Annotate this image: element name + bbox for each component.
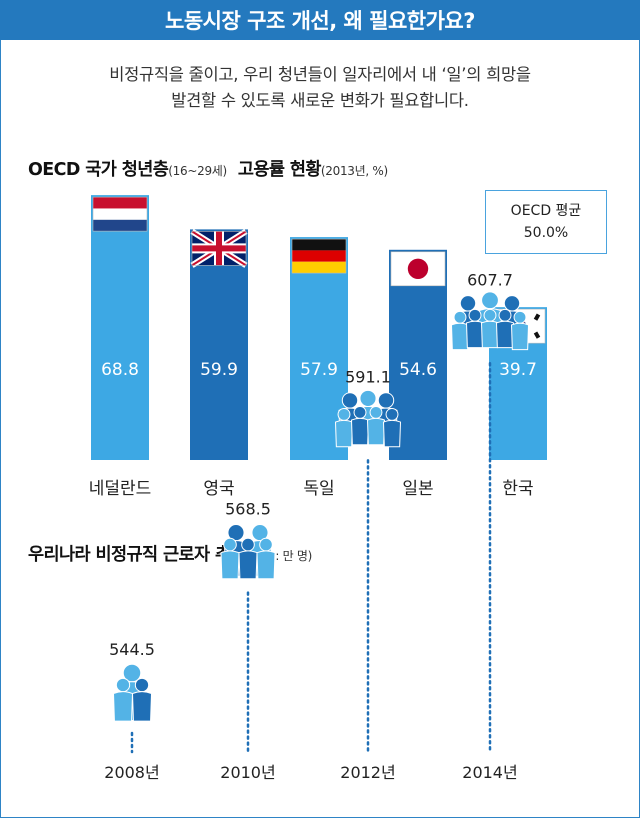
oecd-average-value: 50.0% bbox=[523, 225, 569, 241]
trend-year-label-1: 2008년 bbox=[104, 763, 159, 782]
oecd-average-box: OECD 평균 50.0% bbox=[485, 190, 607, 254]
bar-value-label-4: 54.6 bbox=[399, 360, 437, 380]
people-icon-2 bbox=[220, 524, 276, 580]
trend-year-label-2: 2010년 bbox=[220, 763, 275, 782]
people-icon-3 bbox=[334, 389, 402, 448]
netherlands-flag-icon bbox=[92, 196, 148, 232]
uk-flag-icon bbox=[190, 228, 248, 268]
bar-category-label-4: 일본 bbox=[402, 479, 433, 499]
trend-value-label-3: 591.1 bbox=[345, 367, 391, 386]
trend-value-label-1: 544.5 bbox=[109, 640, 155, 659]
bar-value-label-3: 57.9 bbox=[300, 360, 338, 380]
bar-category-label-5: 한국 bbox=[502, 479, 533, 499]
intro-line-2: 발견할 수 있도록 새로운 변화가 필요합니다. bbox=[171, 91, 469, 110]
japan-flag-icon bbox=[390, 251, 446, 287]
chart1-title-sub: (16~29세) bbox=[168, 164, 227, 178]
chart2-title-main: 우리나라 비정규직 근로자 추이 bbox=[28, 545, 247, 565]
people-icon-1 bbox=[112, 663, 153, 722]
page-title: 노동시장 구조 개선, 왜 필요한가요? bbox=[0, 0, 640, 40]
chart1-title: OECD 국가 청년층(16~29세) 고용률 현황(2013년, %) bbox=[28, 156, 388, 181]
bar-1 bbox=[91, 195, 149, 460]
bar-category-label-3: 독일 bbox=[303, 479, 334, 499]
chart1-title2-sub: (2013년, %) bbox=[320, 164, 388, 178]
intro-text: 비정규직을 줄이고, 우리 청년들이 일자리에서 내 ‘일’의 희망을 발견할 … bbox=[40, 62, 600, 114]
chart1-title-main: OECD 국가 청년층 bbox=[28, 160, 169, 180]
oecd-average-label: OECD 평균 bbox=[510, 203, 582, 219]
trend-value-label-2: 568.5 bbox=[225, 500, 271, 519]
bar-category-label-2: 영국 bbox=[203, 479, 234, 499]
intro-line-1: 비정규직을 줄이고, 우리 청년들이 일자리에서 내 ‘일’의 희망을 bbox=[109, 65, 531, 84]
bar-value-label-5: 39.7 bbox=[499, 360, 537, 380]
bar-2 bbox=[190, 229, 248, 460]
germany-flag-icon bbox=[291, 238, 347, 274]
bar-category-label-1: 네덜란드 bbox=[89, 479, 152, 499]
chart1-title2-main: 고용률 현황 bbox=[237, 160, 322, 180]
people-icon-4 bbox=[450, 291, 530, 351]
trend-year-label-3: 2012년 bbox=[340, 763, 395, 782]
trend-value-label-4: 607.7 bbox=[467, 270, 513, 289]
bar-value-label-2: 59.9 bbox=[200, 360, 238, 380]
bar-value-label-1: 68.8 bbox=[101, 360, 139, 380]
trend-year-label-4: 2014년 bbox=[462, 763, 517, 782]
